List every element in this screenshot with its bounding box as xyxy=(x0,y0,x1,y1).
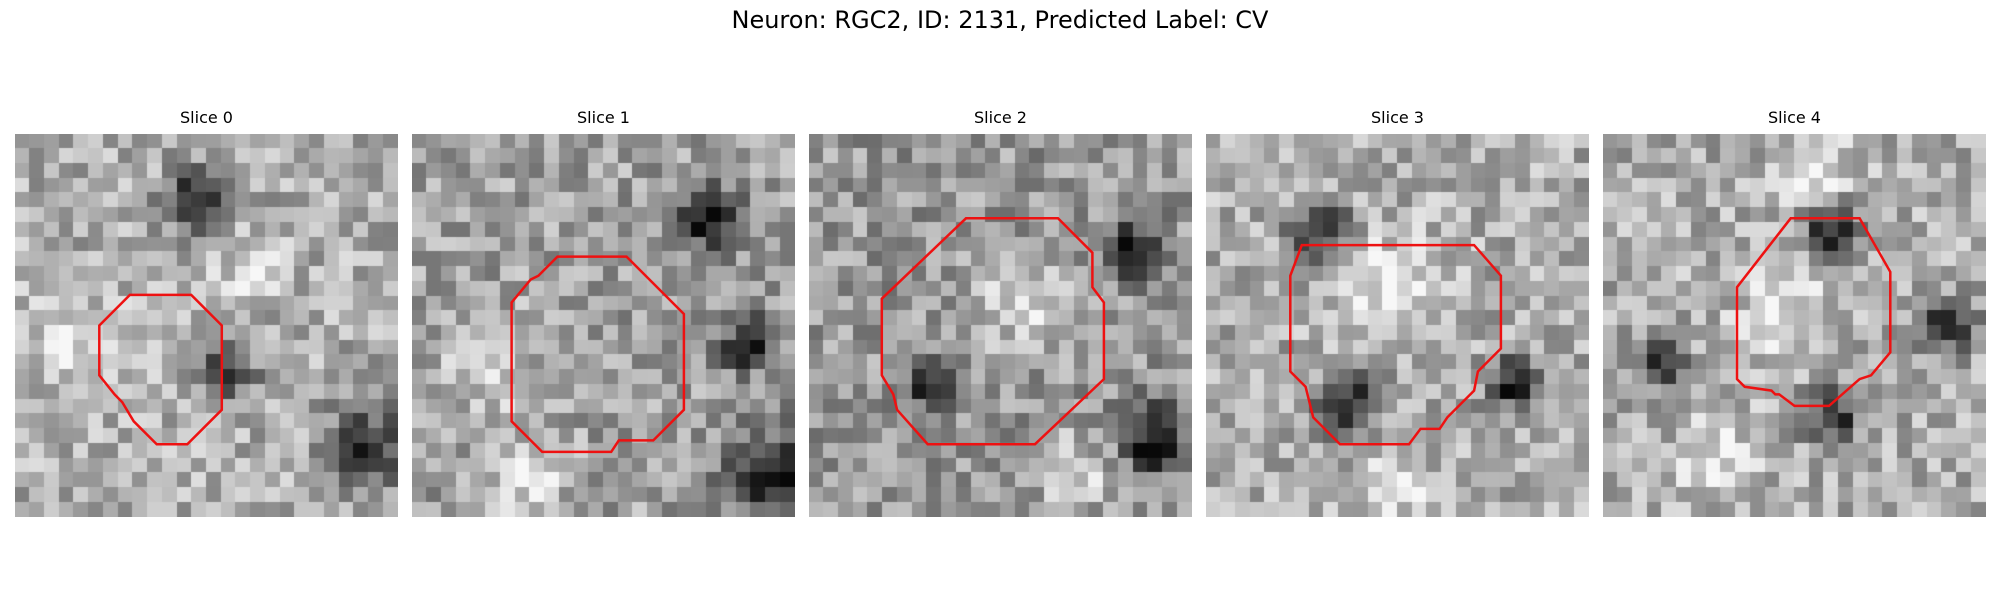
slice-contour-overlay-3 xyxy=(1289,243,1503,446)
segmentation-contour-0 xyxy=(98,293,224,446)
figure-title: Neuron: RGC2, ID: 2131, Predicted Label:… xyxy=(731,6,1269,34)
slice-image-4 xyxy=(1603,134,1986,517)
slice-title-2: Slice 2 xyxy=(974,108,1027,127)
slice-panel-3: Slice 3 xyxy=(1206,108,1589,517)
slice-image-1 xyxy=(412,134,795,517)
slice-contour-overlay-0 xyxy=(98,293,224,446)
slice-panel-2: Slice 2 xyxy=(809,108,1192,517)
slice-panel-1: Slice 1 xyxy=(412,108,795,517)
slice-contour-overlay-2 xyxy=(880,217,1106,446)
slice-panel-4: Slice 4 xyxy=(1603,108,1986,517)
slice-title-0: Slice 0 xyxy=(180,108,233,127)
slice-title-1: Slice 1 xyxy=(577,108,630,127)
segmentation-contour-3 xyxy=(1289,243,1503,446)
segmentation-contour-1 xyxy=(510,255,686,454)
slice-image-3 xyxy=(1206,134,1589,517)
slice-panel-0: Slice 0 xyxy=(15,108,398,517)
slice-title-3: Slice 3 xyxy=(1371,108,1424,127)
slice-image-0 xyxy=(15,134,398,517)
slice-title-4: Slice 4 xyxy=(1768,108,1821,127)
segmentation-contour-2 xyxy=(880,217,1106,446)
segmentation-contour-4 xyxy=(1735,217,1892,408)
slice-image-2 xyxy=(809,134,1192,517)
slice-contour-overlay-1 xyxy=(510,255,686,454)
slice-contour-overlay-4 xyxy=(1735,217,1892,408)
